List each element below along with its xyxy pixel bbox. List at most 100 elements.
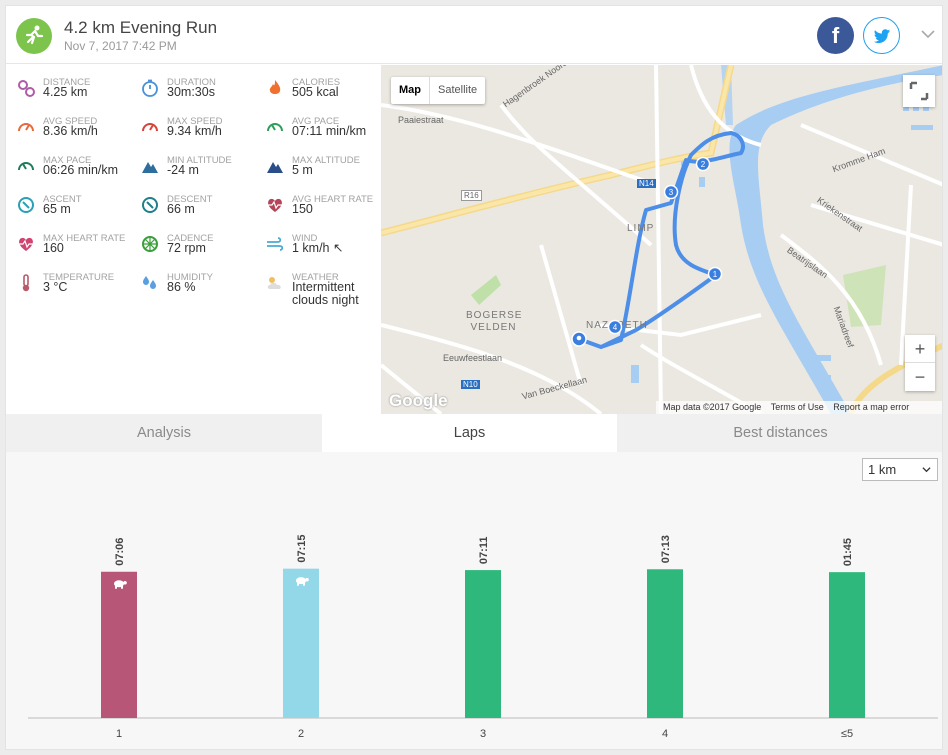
stat-max-altitude: MAX ALTITUDE 5 m (255, 143, 379, 181)
facebook-icon: f (831, 23, 840, 48)
report-map-error-link[interactable]: Report a map error (833, 402, 910, 412)
terms-of-use-link[interactable]: Terms of Use (770, 402, 824, 412)
stat-label: DESCENT (167, 194, 213, 205)
stat-value: 5 m (292, 163, 313, 177)
map-place-label: NAZARETH (586, 320, 648, 331)
map-road-label: N14 (637, 179, 656, 188)
activity-date: Nov 7, 2017 7:42 PM (64, 39, 177, 53)
lap-pace-label: 07:15 (296, 535, 308, 563)
stat-value: 8.36 km/h (43, 124, 98, 138)
stat-temperature: TEMPERATURE 3 °C (6, 260, 130, 298)
stat-label: DURATION (167, 77, 216, 88)
stat-value: 9.34 km/h (167, 124, 222, 138)
speedometer-icon (142, 123, 158, 132)
lap-distance-select[interactable]: 1 km (862, 458, 938, 481)
stat-label: MAX PACE (43, 155, 92, 166)
lap-pace-label: 07:06 (114, 538, 126, 566)
chevron-down-icon (922, 467, 931, 473)
stat-min-altitude: MIN ALTITUDE -24 m (130, 143, 254, 181)
map-place-label: Paaiestraat (398, 115, 444, 125)
stat-label: AVG PACE (292, 116, 340, 127)
pace-gauge-icon (18, 162, 34, 171)
lap-bar[interactable] (647, 569, 683, 718)
speedometer-icon (18, 123, 34, 132)
x-tick-label: 4 (662, 728, 668, 740)
running-icon (16, 18, 52, 54)
stat-value: 86 % (167, 280, 196, 294)
zoom-out-button[interactable]: − (914, 367, 926, 387)
stat-label: AVG HEART RATE (292, 194, 374, 205)
stat-label: TEMPERATURE (43, 272, 115, 283)
stat-label: CALORIES (292, 77, 341, 88)
facebook-share-button[interactable]: f (817, 17, 854, 54)
stat-label: DISTANCE (43, 77, 91, 88)
thermometer-icon (22, 274, 30, 292)
x-tick-label: 3 (480, 728, 486, 740)
stat-value: -24 m (167, 163, 199, 177)
stat-label: ASCENT (43, 194, 82, 205)
expand-chevron-button[interactable] (918, 24, 938, 44)
tab-laps[interactable]: Laps (322, 414, 617, 452)
stat-value: 505 kcal (292, 85, 339, 99)
map-type-toggle: Map Satellite (391, 77, 486, 104)
stat-duration: DURATION 30m:30s (130, 65, 254, 103)
stat-calories: CALORIES 505 kcal (255, 65, 379, 103)
stat-ascent: ASCENT 65 m (6, 182, 130, 220)
detail-tabs: Analysis Laps Best distances (6, 414, 942, 452)
map-place-label: BOGERSE VELDEN (466, 310, 523, 333)
flame-icon (269, 80, 281, 94)
laps-chart-panel: 1 km 07:06 1 07:15 2 07:11 3 07:13 4 01:45 ≤5 (6, 452, 942, 749)
stat-label: MAX SPEED (167, 116, 223, 127)
twitter-share-button[interactable] (863, 17, 900, 54)
activity-card: 4.2 km Evening Run Nov 7, 2017 7:42 PM f… (5, 5, 943, 750)
pace-gauge-icon (267, 123, 283, 132)
map-type-map-button[interactable]: Map (399, 84, 421, 96)
activity-title: 4.2 km Evening Run (64, 18, 218, 37)
distance-icon (18, 80, 35, 97)
stat-avg-heart-rate: AVG HEART RATE 150 (255, 182, 379, 220)
stat-label: MAX ALTITUDE (292, 155, 360, 166)
zoom-in-button[interactable]: + (905, 335, 935, 363)
lap-bar[interactable] (101, 571, 137, 718)
stat-value: 72 rpm (167, 241, 206, 255)
map-type-satellite-button[interactable]: Satellite (429, 77, 485, 104)
zoom-controls: + − (905, 335, 935, 391)
route-map[interactable]: Paaiestraat Hagenbroek Noord R16 N14 LIM… (381, 65, 942, 414)
lap-pace-label: 01:45 (842, 538, 854, 566)
tab-analysis[interactable]: Analysis (6, 414, 322, 452)
laps-bar-chart: 07:06 1 07:15 2 07:11 3 07:13 4 01:45 ≤5 (28, 535, 938, 740)
stat-label: WIND (292, 233, 318, 244)
fullscreen-icon (909, 81, 929, 101)
lap-bar[interactable] (283, 568, 319, 718)
stat-value: 65 m (43, 202, 71, 216)
lap-bar[interactable] (465, 570, 501, 718)
compass-icon (18, 197, 34, 213)
heart-rate-icon (268, 198, 282, 212)
map-road-label: N10 (461, 380, 480, 389)
stat-max-speed: MAX SPEED 9.34 km/h (130, 104, 254, 142)
x-tick-label: ≤5 (841, 728, 853, 740)
map-road-label: R16 (461, 190, 482, 201)
stat-label: MIN ALTITUDE (167, 155, 232, 166)
stat-avg-speed: AVG SPEED 8.36 km/h (6, 104, 130, 142)
map-place-label: LIMP (627, 223, 655, 234)
compass-icon (142, 197, 158, 213)
lap-bar[interactable] (829, 572, 865, 718)
lap-distance-value: 1 km (868, 462, 897, 477)
stat-label: HUMIDITY (167, 272, 213, 283)
activity-header: 4.2 km Evening Run Nov 7, 2017 7:42 PM f (6, 6, 942, 64)
stat-value: 160 (43, 241, 64, 255)
stat-distance: DISTANCE 4.25 km (6, 65, 130, 103)
chevron-down-icon (921, 30, 935, 39)
tab-best-distances[interactable]: Best distances (617, 414, 942, 452)
stopwatch-icon (142, 79, 158, 97)
mountain-icon (142, 162, 158, 173)
map-place-label: Eeuwfeestlaan (443, 353, 503, 363)
wind-icon (267, 237, 284, 251)
stat-avg-pace: AVG PACE 07:11 min/km (255, 104, 379, 142)
humidity-icon (143, 276, 156, 289)
fullscreen-button[interactable] (903, 75, 935, 107)
stat-value: 4.25 km (43, 85, 88, 99)
stat-value: 150 (292, 202, 313, 216)
stat-label: WEATHER (292, 272, 339, 283)
